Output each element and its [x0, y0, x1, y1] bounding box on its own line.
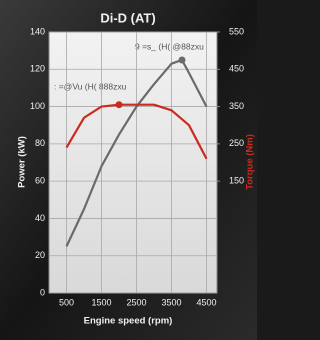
y-tick-label: 0 [40, 287, 45, 297]
chart: Di-D (AT) Engine speed (rpm) Power (kW) … [0, 0, 257, 340]
y2-tick-label: 350 [229, 101, 244, 111]
y2-tick-label: 250 [229, 138, 244, 148]
x-tick-label: 2500 [126, 297, 146, 307]
y-tick-label: 40 [35, 213, 45, 223]
y2-axis-label: Torque (Nm) [245, 134, 256, 190]
chart-title: Di-D (AT) [100, 10, 155, 25]
y2-tick-label: 550 [229, 26, 244, 36]
x-tick-label: 1500 [91, 297, 111, 307]
y-tick-label: 120 [30, 64, 45, 74]
peak-marker [179, 56, 186, 63]
x-tick-label: 4500 [196, 297, 216, 307]
y2-tick-label: 150 [229, 176, 244, 186]
annotation: : =@Vu (H( 888zxu [54, 81, 127, 91]
x-tick-label: 500 [59, 297, 74, 307]
y-axis-label: Power (kW) [17, 136, 28, 188]
y-tick-label: 100 [30, 101, 45, 111]
x-axis-label: Engine speed (rpm) [84, 316, 173, 327]
peak-marker [116, 101, 123, 108]
y-tick-label: 20 [35, 250, 45, 260]
y2-tick-label: 450 [229, 64, 244, 74]
y-tick-label: 80 [35, 138, 45, 148]
x-tick-label: 3500 [161, 297, 181, 307]
y-tick-label: 140 [30, 26, 45, 36]
plot-area [49, 32, 217, 293]
y-tick-label: 60 [35, 176, 45, 186]
annotation: 9 =s_ (H( @88zxu [135, 41, 204, 51]
